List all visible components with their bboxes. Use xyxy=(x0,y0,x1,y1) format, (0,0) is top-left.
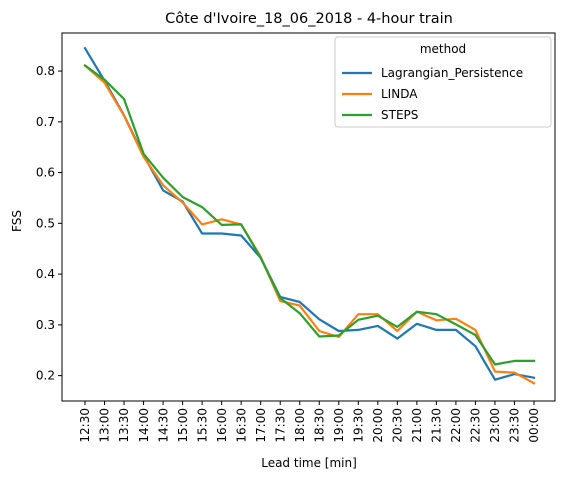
x-tick-label: 15:30 xyxy=(195,408,209,443)
legend-label: LINDA xyxy=(381,87,418,101)
legend-label: STEPS xyxy=(381,108,418,122)
y-tick-label: 0.2 xyxy=(36,369,55,383)
x-tick-label: 21:30 xyxy=(430,408,444,443)
x-tick-label: 14:30 xyxy=(156,408,170,443)
x-tick-label: 19:00 xyxy=(332,408,346,443)
x-tick-label: 15:00 xyxy=(176,408,190,443)
legend-title: method xyxy=(420,42,466,56)
legend-label: Lagrangian_Persistence xyxy=(381,66,523,80)
x-tick-label: 23:30 xyxy=(508,408,522,443)
y-tick-label: 0.8 xyxy=(36,64,55,78)
series-line xyxy=(83,63,536,366)
series-line xyxy=(83,63,536,385)
x-tick-label: 14:00 xyxy=(137,408,151,443)
x-tick-label: 16:30 xyxy=(234,408,248,443)
x-tick-label: 13:00 xyxy=(98,408,112,443)
y-axis-label: FSS xyxy=(10,210,24,232)
x-tick-label: 12:30 xyxy=(78,408,92,443)
legend-box xyxy=(334,36,552,128)
x-tick-label: 13:30 xyxy=(117,408,131,443)
axis-ticks: 0.2 0.3 0.4 0.5 0.6 0.7 0.8 12:30 13:00 13:30 14:0… xyxy=(36,64,541,443)
y-tick-label: 0.5 xyxy=(36,216,55,230)
x-tick-label: 16:00 xyxy=(215,408,229,443)
x-tick-label: 20:30 xyxy=(391,408,405,443)
series-lines xyxy=(83,46,536,385)
x-tick-label: 21:00 xyxy=(410,408,424,443)
y-tick-label: 0.3 xyxy=(36,318,55,332)
series-line xyxy=(83,46,536,381)
x-tick-label: 23:00 xyxy=(488,408,502,443)
legend: method Lagrangian_Persistence LINDA STEPS xyxy=(334,36,552,128)
y-tick-label: 0.7 xyxy=(36,115,55,129)
x-axis-label: Lead time [min] xyxy=(261,456,357,470)
x-tick-label: 17:00 xyxy=(254,408,268,443)
y-tick-label: 0.6 xyxy=(36,166,55,180)
x-tick-label: 17:30 xyxy=(273,408,287,443)
x-tick-label: 18:00 xyxy=(293,408,307,443)
x-tick-label: 22:30 xyxy=(469,408,483,443)
x-tick-label: 19:30 xyxy=(352,408,366,443)
chart-title: Côte d'Ivoire_18_06_2018 - 4-hour train xyxy=(165,11,453,27)
x-tick-label: 20:00 xyxy=(371,408,385,443)
legend-entries: Lagrangian_Persistence LINDA STEPS xyxy=(342,66,523,122)
plot-frame xyxy=(61,32,556,402)
x-tick-label: 22:00 xyxy=(449,408,463,443)
x-tick-label: 18:30 xyxy=(312,408,326,443)
x-tick-label: 00:00 xyxy=(527,408,541,443)
y-tick-label: 0.4 xyxy=(36,267,55,281)
